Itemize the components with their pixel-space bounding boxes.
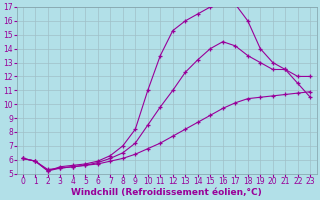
X-axis label: Windchill (Refroidissement éolien,°C): Windchill (Refroidissement éolien,°C) xyxy=(71,188,262,197)
